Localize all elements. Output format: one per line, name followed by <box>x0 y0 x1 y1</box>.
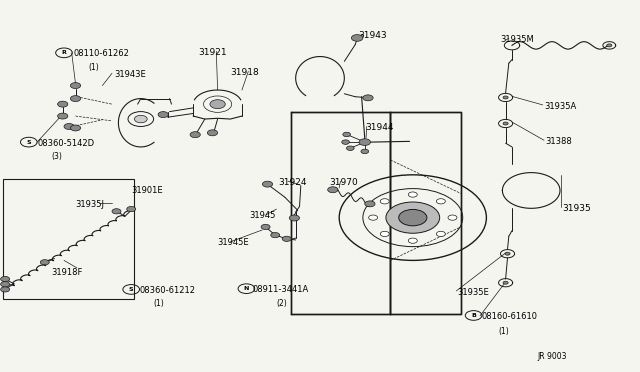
Circle shape <box>261 224 270 230</box>
Text: R: R <box>61 50 67 55</box>
Circle shape <box>361 149 369 154</box>
Circle shape <box>503 96 508 99</box>
Text: (1): (1) <box>154 299 164 308</box>
Text: 31935A: 31935A <box>544 102 576 110</box>
Text: S: S <box>26 140 31 145</box>
Bar <box>291 112 390 314</box>
Circle shape <box>282 236 291 241</box>
Circle shape <box>112 209 121 214</box>
Circle shape <box>346 146 354 150</box>
Circle shape <box>158 112 168 118</box>
Text: 31921: 31921 <box>198 48 227 57</box>
Text: 08110-61262: 08110-61262 <box>74 49 129 58</box>
Text: 31935J: 31935J <box>76 200 104 209</box>
Circle shape <box>363 95 373 101</box>
Text: 31945: 31945 <box>250 211 276 220</box>
Circle shape <box>343 132 351 137</box>
Circle shape <box>64 124 74 129</box>
Text: (1): (1) <box>498 327 509 336</box>
Circle shape <box>503 122 508 125</box>
Text: S: S <box>129 287 134 292</box>
Circle shape <box>1 287 10 292</box>
Text: 31924: 31924 <box>278 178 307 187</box>
Text: 08360-61212: 08360-61212 <box>140 286 196 295</box>
Text: 31935M: 31935M <box>500 35 534 44</box>
Circle shape <box>134 115 147 123</box>
Circle shape <box>505 252 510 255</box>
Circle shape <box>351 35 363 41</box>
Text: 31943: 31943 <box>358 31 387 40</box>
Circle shape <box>408 192 417 197</box>
Circle shape <box>271 232 280 238</box>
Text: 31935: 31935 <box>562 204 591 213</box>
Text: 31918: 31918 <box>230 68 259 77</box>
Circle shape <box>40 260 49 265</box>
Text: 31944: 31944 <box>365 123 394 132</box>
Circle shape <box>207 130 218 136</box>
Circle shape <box>289 215 300 221</box>
Text: 08911-3441A: 08911-3441A <box>253 285 309 294</box>
Circle shape <box>262 181 273 187</box>
Circle shape <box>448 215 457 220</box>
Text: N: N <box>244 286 249 291</box>
Text: (1): (1) <box>88 63 99 72</box>
Circle shape <box>70 96 81 102</box>
Circle shape <box>436 231 445 237</box>
Circle shape <box>1 276 10 282</box>
Bar <box>3 179 134 299</box>
Circle shape <box>399 209 427 226</box>
Circle shape <box>380 231 389 237</box>
Circle shape <box>408 238 417 243</box>
Text: 31943E: 31943E <box>114 70 146 79</box>
Circle shape <box>1 282 10 287</box>
Circle shape <box>58 101 68 107</box>
Text: 08160-61610: 08160-61610 <box>481 312 538 321</box>
Circle shape <box>386 202 440 233</box>
Text: (2): (2) <box>276 299 287 308</box>
Bar <box>390 112 461 314</box>
Text: 31918F: 31918F <box>51 268 83 277</box>
Text: (3): (3) <box>51 153 62 161</box>
Circle shape <box>210 100 225 109</box>
Circle shape <box>58 113 68 119</box>
Circle shape <box>127 206 136 212</box>
Circle shape <box>365 201 375 207</box>
Circle shape <box>607 44 612 47</box>
Circle shape <box>70 125 81 131</box>
Circle shape <box>369 215 378 220</box>
Text: 31935E: 31935E <box>458 288 490 296</box>
Circle shape <box>436 199 445 204</box>
Text: 31945E: 31945E <box>218 238 249 247</box>
Text: 31901E: 31901E <box>131 186 163 195</box>
Circle shape <box>359 139 371 145</box>
Text: B: B <box>471 313 476 318</box>
Circle shape <box>503 281 508 284</box>
Text: 08360-5142D: 08360-5142D <box>37 139 94 148</box>
Circle shape <box>380 199 389 204</box>
Text: 31388: 31388 <box>545 137 572 146</box>
Text: 31970: 31970 <box>330 178 358 187</box>
Circle shape <box>342 140 349 144</box>
Circle shape <box>190 132 200 138</box>
Text: JR 9003: JR 9003 <box>538 352 567 361</box>
Circle shape <box>70 83 81 89</box>
Circle shape <box>328 187 338 193</box>
